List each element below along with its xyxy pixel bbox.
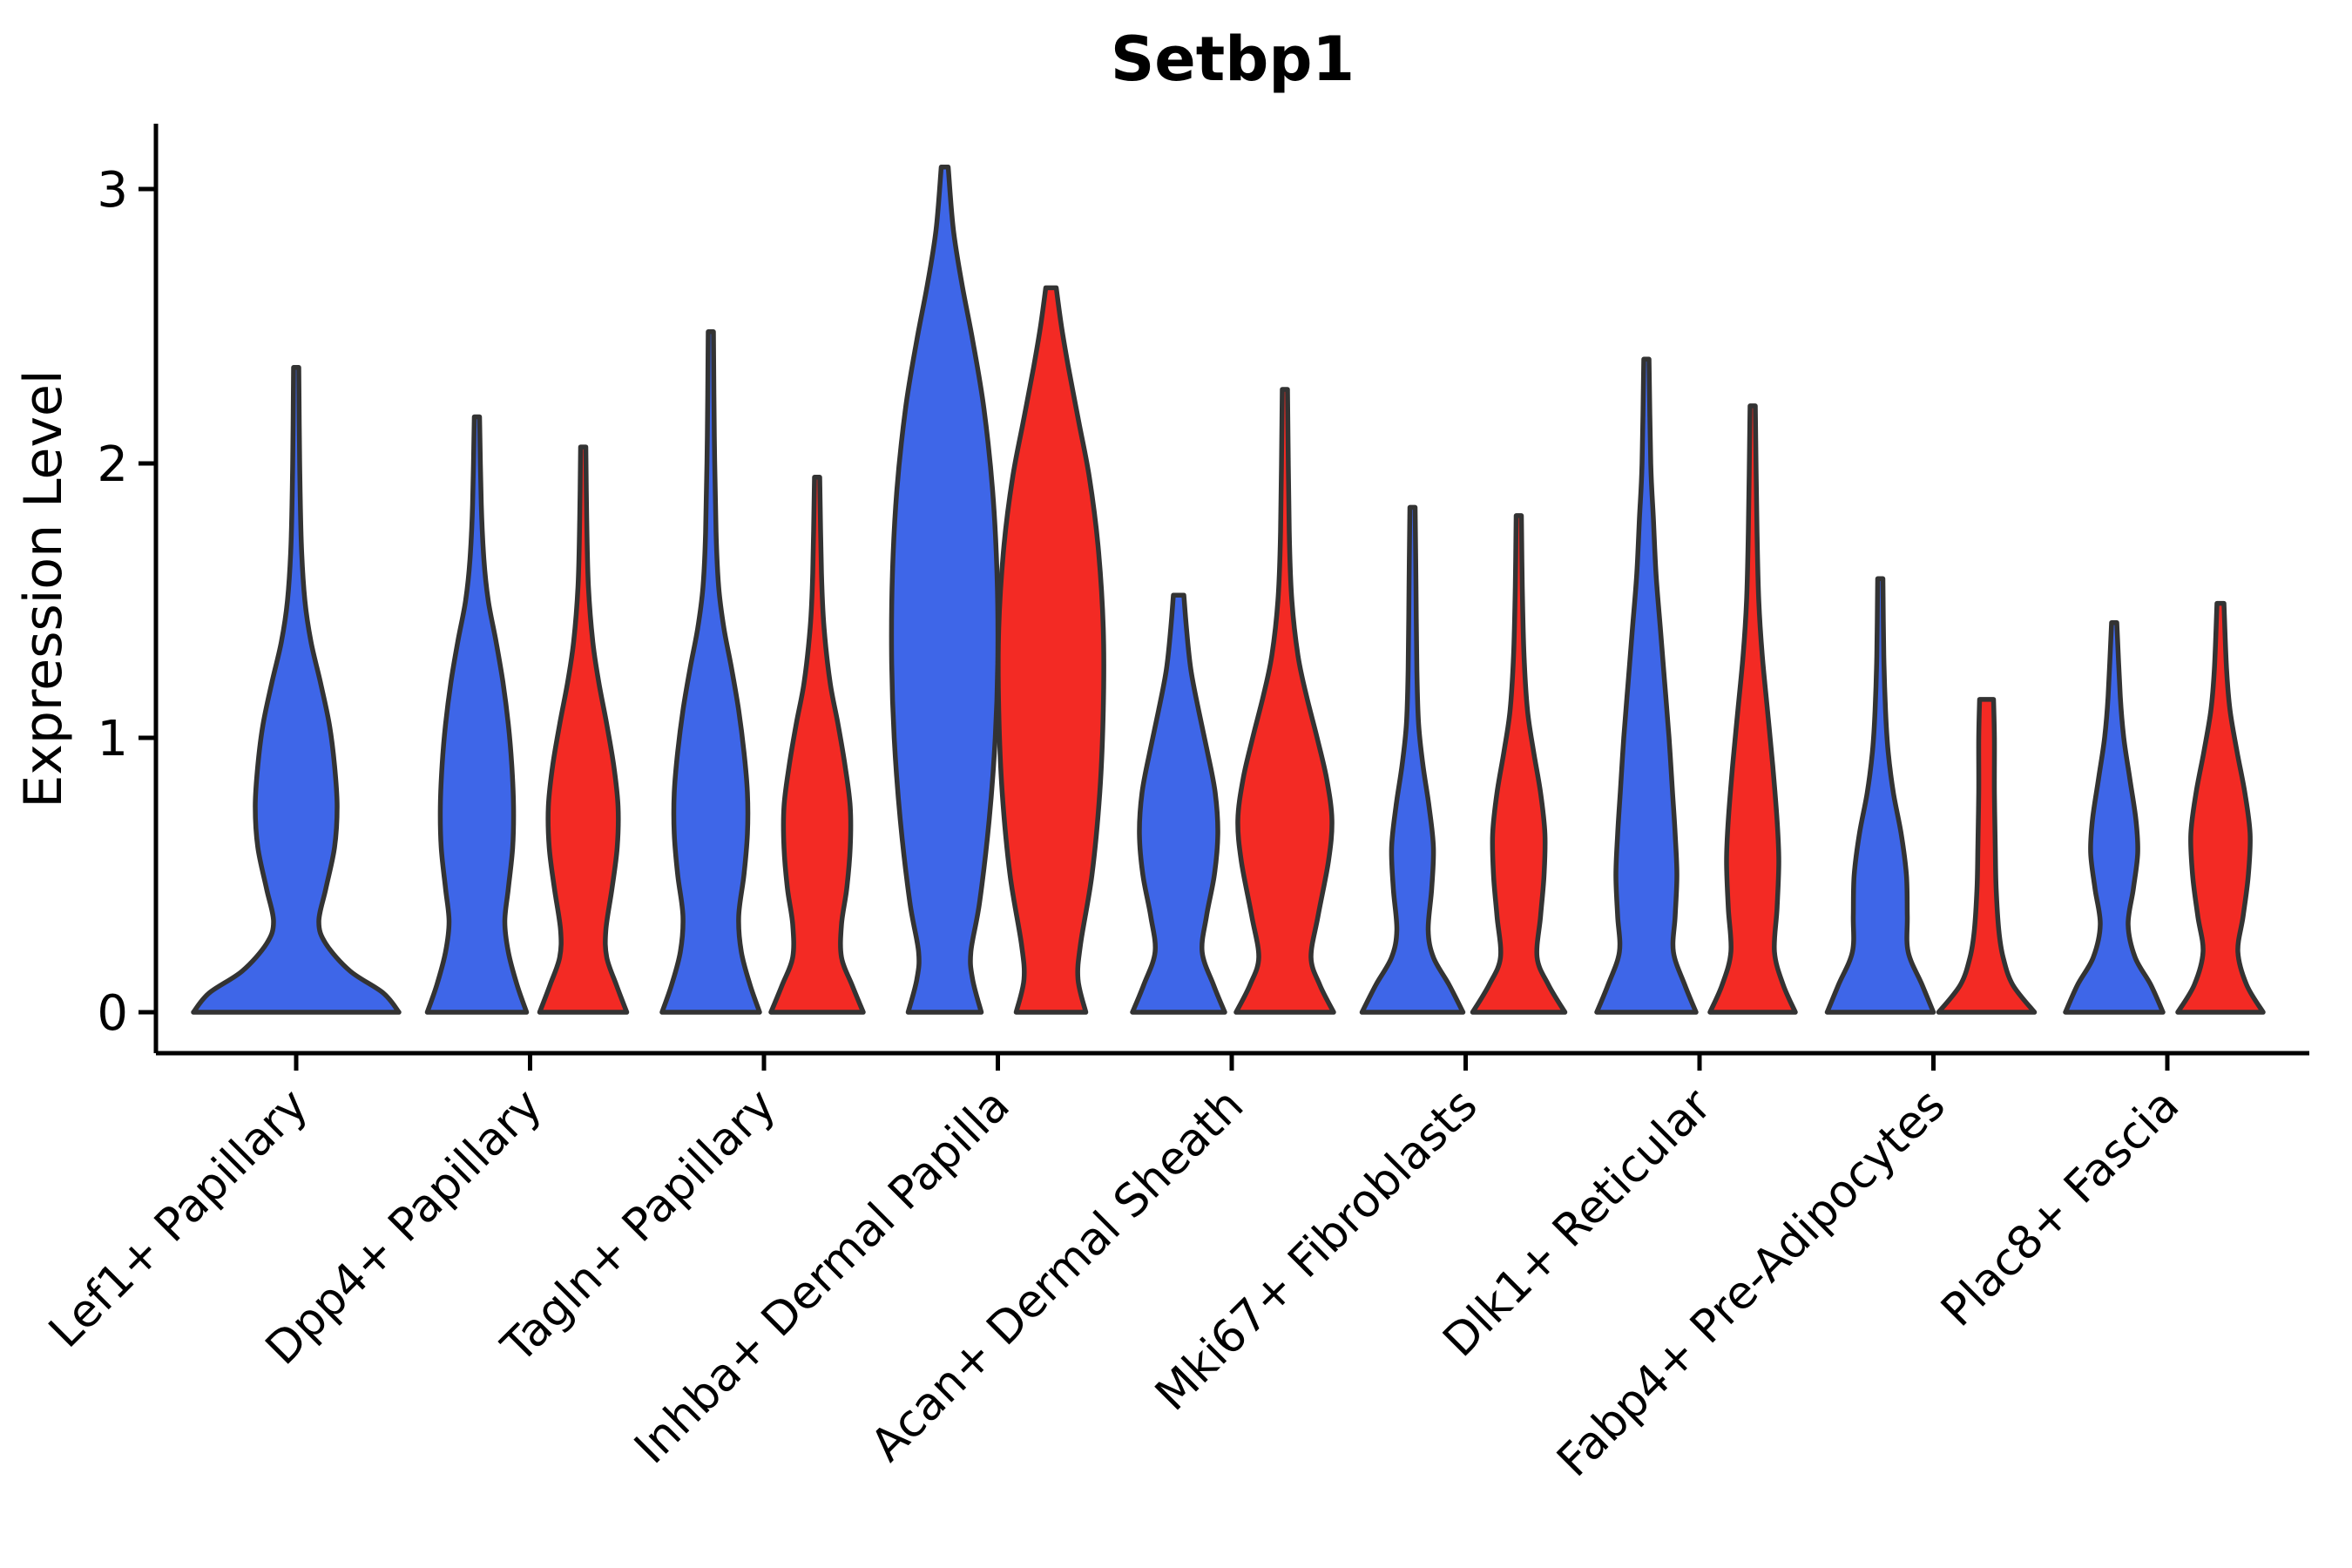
x-tick-label-8: Plac8+ Fascia [1931,1079,2189,1337]
x-tick-label-7: Fabp4+ Pre-Adipocytes [1547,1079,1955,1487]
violin-2-red [768,475,866,1015]
violin-8-red [2175,600,2266,1015]
x-tick-label-3: Inhba+ Dermal Papilla [625,1079,1019,1474]
violin-2-blue [659,329,762,1015]
violin-7-blue [1824,576,1936,1015]
x-tick-label-0: Lef1+ Papillary [39,1079,318,1358]
violins-layer [191,165,2266,1015]
y-axis-label: Expression Level [13,369,74,808]
violin-4-red [1233,387,1336,1015]
violin-7-red [1936,697,2038,1015]
violin-5-red [1470,513,1568,1015]
violin-3-red [996,285,1106,1015]
chart-title: Setbp1 [1111,24,1355,95]
violin-1-blue [424,414,530,1015]
violin-6-red [1707,403,1798,1015]
violin-4-blue [1130,592,1227,1015]
violin-1-red [537,444,630,1015]
violin-8-blue [2063,619,2166,1015]
x-tick-label-4: Acan+ Dermal Sheath [862,1079,1254,1472]
violin-0-blue [191,365,402,1015]
violin-3-blue [889,165,1001,1015]
y-ticks-layer: 0 1 2 3 [97,162,156,1042]
y-tick-label-3: 3 [97,162,128,219]
violin-6-blue [1594,356,1699,1015]
y-tick-label-1: 1 [97,711,128,767]
violin-5-blue [1359,504,1466,1015]
y-tick-label-2: 2 [97,436,128,493]
y-tick-label-0: 0 [97,985,128,1042]
